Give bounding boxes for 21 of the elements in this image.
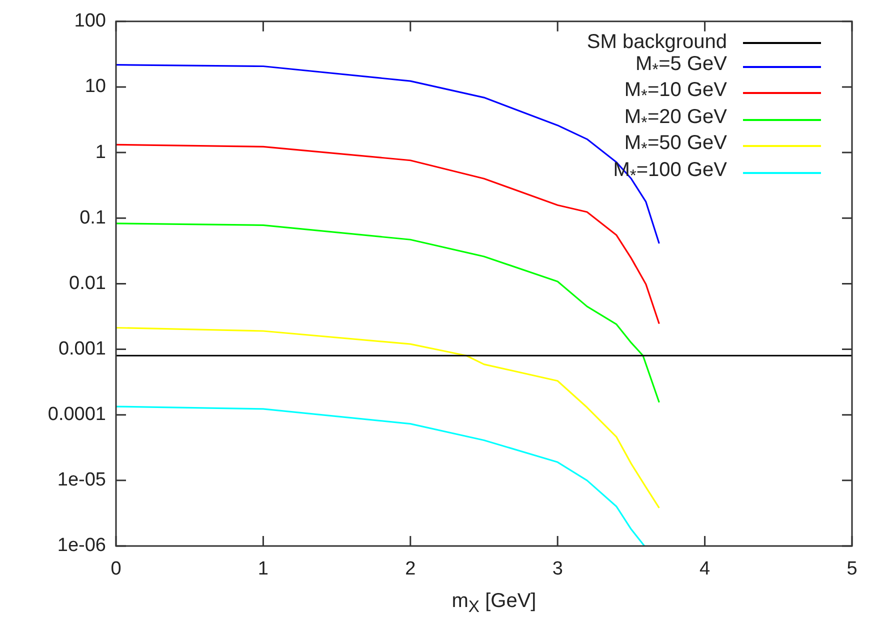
y-tick-label: 0.0001 xyxy=(48,404,106,426)
y-tick-label: 1e-05 xyxy=(57,470,106,491)
x-tick-label: 2 xyxy=(405,558,416,580)
x-tick-label: 3 xyxy=(552,558,563,580)
legend-label: M$_{*}$=5 GeV xyxy=(635,52,727,80)
x-tick-label: 4 xyxy=(700,558,711,580)
x-axis-title: m$_{X}$ [GeV] xyxy=(450,590,538,617)
legend-label: M$_{*}$=20 GeV xyxy=(624,106,727,133)
y-tick-label: 100 xyxy=(74,10,106,32)
x-tick-label: 1 xyxy=(258,558,268,580)
legend-label: SM background xyxy=(586,31,727,54)
y-tick-label: 0.001 xyxy=(58,338,106,360)
x-tick-label: 0 xyxy=(110,558,122,580)
y-tick-label: 10 xyxy=(84,76,106,98)
y-tick-label: 1e-06 xyxy=(57,535,106,556)
x-tick-label: 5 xyxy=(846,558,858,580)
legend-label: M$_{*}$=50 GeV xyxy=(624,132,727,160)
y-tick-label: 0.01 xyxy=(69,272,106,294)
y-tick-label: 0.1 xyxy=(80,207,106,228)
y-tick-label: 1 xyxy=(95,142,106,163)
legend-label: M$_{*}$=10 GeV xyxy=(624,79,727,106)
